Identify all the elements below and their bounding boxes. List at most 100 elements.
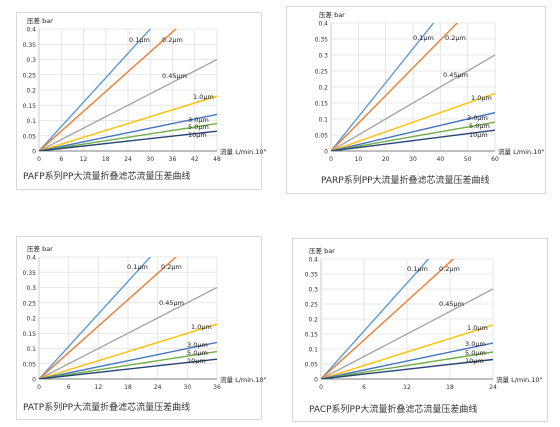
y-tick-label: 0 [314,377,318,384]
x-tick-label: 40 [437,156,445,163]
y-tick-label: 0.25 [305,302,319,309]
series-label: 0.45μm [439,300,464,308]
series-line [321,288,493,379]
series-line [39,358,217,379]
x-tick-label: 0 [329,156,333,163]
y-axis-title: 压差 bar [27,244,53,253]
series-label: 10μm [188,131,207,139]
y-tick-label: 0.25 [23,72,37,79]
y-axis-title: 压差 bar [27,16,53,25]
y-tick-label: 0 [32,377,36,384]
y-tick-label: 0.2 [26,316,36,323]
series-line [321,324,493,379]
series-label: 5.0μm [187,349,208,357]
series-line [39,58,217,151]
series-label: 0.1μm [407,265,428,273]
chart-panel-patp: 0 0.05 0.1 0.15 0.2 0.25 0.3 0.35 0.4 0 6 12 18 24 30 3… [16,236,266,420]
series-label: 3.0μm [465,340,486,348]
x-tick-label: 0 [37,384,41,391]
series-line [331,111,495,151]
x-tick-label: 48 [213,156,221,163]
x-tick-label: 42 [191,156,199,163]
x-tick-label: 6 [67,384,71,391]
series-line [39,323,217,379]
series-line [321,342,493,379]
y-axis-title: 压差 bar [319,10,345,19]
x-tick-label: 12 [403,384,411,391]
y-tick-label: 0.4 [318,21,328,28]
series-line [39,122,217,151]
series-label: 0.1μm [127,263,148,271]
x-tick-label: 18 [124,384,132,391]
y-tick-label: 0.05 [315,133,329,140]
y-tick-label: 0.2 [308,317,318,324]
chart-svg: 0 0.05 0.1 0.15 0.2 0.25 0.3 0.35 0.4 0 6 12 18 24 30 3… [23,16,267,163]
y-tick-label: 0.3 [26,57,36,64]
chart-svg: 0 0.05 0.1 0.15 0.2 0.25 0.3 0.35 0.4 0 6 12 18 24 0.1… [305,246,543,391]
x-axis-title: 流量 L/min.10" [496,375,542,384]
x-tick-label: 24 [124,156,132,163]
series-line [39,350,217,379]
x-tick-label: 18 [446,384,454,391]
y-tick-label: 0.15 [23,331,37,338]
chart-panel-parp: 0 0.05 0.1 0.15 0.2 0.25 0.3 0.35 0.4 0 10 20 30 40 50… [286,6,546,194]
series-label: 1.0μm [467,324,488,332]
x-tick-label: 30 [184,384,192,391]
y-tick-label: 0 [324,149,328,156]
series-label: 0.1μm [129,36,150,44]
series-line [321,358,493,379]
chart-caption: PACP系列PP大流量折叠滤芯流量压差曲线 [309,405,478,415]
x-tick-label: 30 [409,156,417,163]
x-tick-label: 50 [464,156,472,163]
y-tick-label: 0.35 [23,270,37,277]
x-tick-label: 30 [146,156,154,163]
series-label: 0.1μm [413,34,434,42]
y-tick-label: 0.1 [308,347,318,354]
y-tick-label: 0.15 [23,103,37,110]
chart-panel-pacp: 0 0.05 0.1 0.15 0.2 0.25 0.3 0.35 0.4 0 6 12 18 24 0.1… [292,238,548,422]
series-line [39,95,217,151]
series-label: 1.0μm [193,93,214,101]
y-tick-label: 0.35 [23,42,37,49]
chart-caption: PARP系列PP大流量折叠滤芯流量压差曲线 [321,176,490,186]
x-axis-title: 流量 L/min.10" [220,147,266,156]
series-line [321,351,493,379]
series-label: 10μm [187,357,206,365]
series-label: 0.45μm [443,71,468,79]
y-tick-label: 0.4 [26,27,36,34]
series-line [39,257,152,379]
x-axis-title: 流量 L/min.10" [220,375,266,384]
series-label: 1.0μm [191,323,212,331]
series-label: 0.45μm [162,72,187,80]
y-tick-label: 0.4 [26,255,36,262]
y-tick-label: 0.35 [315,37,329,44]
series-line [321,259,455,379]
series-line [39,341,217,379]
chart-caption: PAFP系列PP大流量折叠滤芯流量压差曲线 [23,172,191,182]
y-tick-label: 0.15 [315,101,329,108]
series-label: 1.0μm [471,94,492,102]
chart-caption: PATP系列PP大流量折叠滤芯流量压差曲线 [23,403,191,413]
x-tick-label: 0 [319,384,323,391]
chart-panel-pafp: 0 0.05 0.1 0.15 0.2 0.25 0.3 0.35 0.4 0 6 12 18 24 30 3… [16,12,267,190]
series-label: 3.0μm [188,116,209,124]
series-line [321,259,430,379]
x-tick-label: 36 [213,384,221,391]
series-label: 3.0μm [467,114,488,122]
series-line [39,29,177,151]
series-label: 0.2μm [161,263,182,271]
chart-svg: 0 0.05 0.1 0.15 0.2 0.25 0.3 0.35 0.4 0 10 20 30 40 50… [315,10,545,163]
x-tick-label: 18 [102,156,110,163]
y-tick-label: 0.1 [26,346,36,353]
x-tick-label: 6 [59,156,63,163]
x-tick-label: 12 [95,384,103,391]
x-tick-label: 24 [154,384,162,391]
y-tick-label: 0.25 [23,300,37,307]
series-label: 10μm [465,357,484,365]
series-line [39,29,152,151]
y-tick-label: 0.15 [305,332,319,339]
series-label: 10μm [469,131,488,139]
series-line [331,23,459,151]
series-line [331,121,495,151]
y-tick-label: 0.3 [26,285,36,292]
